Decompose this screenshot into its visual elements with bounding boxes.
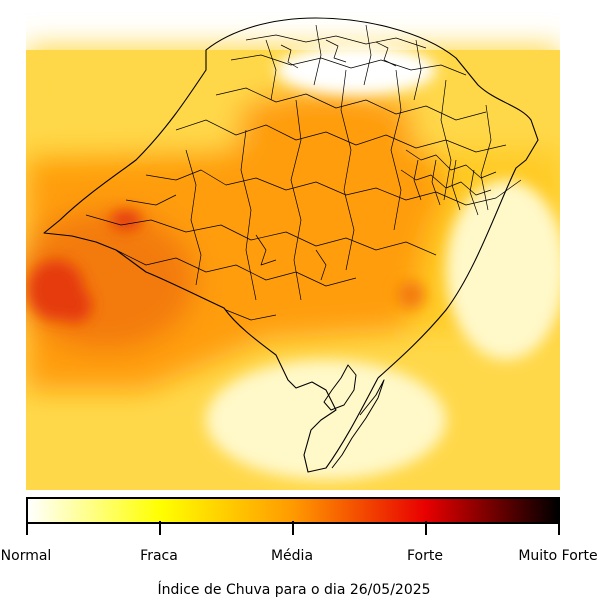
- colorbar-tick: [558, 521, 560, 535]
- map-title: Índice de Chuva para o dia 26/05/2025: [157, 582, 431, 598]
- colorbar-tick: [159, 521, 161, 535]
- colorbar-tick: [292, 521, 294, 535]
- municipal-boundaries: [85, 24, 522, 321]
- field-hotspot-west-2: [56, 287, 92, 323]
- lagoa-shore: [331, 379, 385, 469]
- rain-map: [26, 10, 560, 490]
- colorbar-tick: [26, 521, 28, 535]
- state-border: [43, 17, 539, 473]
- colorbar-label-normal: Normal: [0, 548, 52, 564]
- map-canvas: [26, 17, 560, 490]
- colorbar-tick: [425, 521, 427, 535]
- field-east-light: [446, 180, 560, 360]
- field-hotspot-northwest: [110, 210, 142, 230]
- colorbar-label-muito-forte: Muito Forte: [518, 548, 598, 564]
- field-northtip-light: [276, 45, 436, 95]
- colorbar-label-fraca: Fraca: [140, 548, 178, 564]
- colorbar-label-media: Média: [270, 548, 314, 564]
- rain-intensity-field: [26, 45, 560, 490]
- field-north-orange: [236, 90, 416, 150]
- field-south-light: [206, 360, 446, 480]
- state-outline: [43, 17, 539, 473]
- field-center-orange: [206, 120, 446, 260]
- colorbar-label-forte: Forte: [407, 548, 443, 564]
- colorbar: [26, 497, 560, 524]
- field-hotspot-east: [397, 281, 425, 309]
- lagoa-dos-patos: [323, 364, 357, 411]
